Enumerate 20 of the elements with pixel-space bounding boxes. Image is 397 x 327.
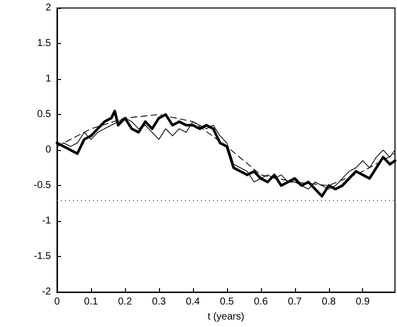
x-tick-label: 0.1 (84, 296, 98, 308)
y-tick-label: 1.5 (37, 38, 52, 50)
x-tick-label: 0.3 (152, 296, 166, 308)
x-tick-label: 0.4 (186, 296, 200, 308)
y-tick-label: 2 (45, 2, 52, 14)
y-tick-label: 1 (45, 74, 52, 85)
y-tick-label: -1 (42, 216, 52, 227)
x-tick-label: 0.5 (220, 296, 234, 308)
y-tick-label: -0.5 (34, 180, 52, 192)
x-tick-label: 0.9 (356, 296, 370, 308)
x-tick-label: 0.7 (288, 296, 302, 308)
x-axis-title: t (years) (208, 312, 244, 322)
x-tick-label: 0.8 (322, 296, 336, 308)
y-tick-label: -2 (42, 286, 52, 298)
x-tick-label: 0.2 (118, 296, 132, 308)
x-tick-label: 0.6 (254, 296, 268, 308)
y-tick-label: 0.5 (37, 109, 52, 120)
x-tick-label: 0 (54, 296, 60, 308)
y-tick-label: 0 (45, 144, 52, 156)
y-tick-label: -1.5 (34, 251, 52, 262)
